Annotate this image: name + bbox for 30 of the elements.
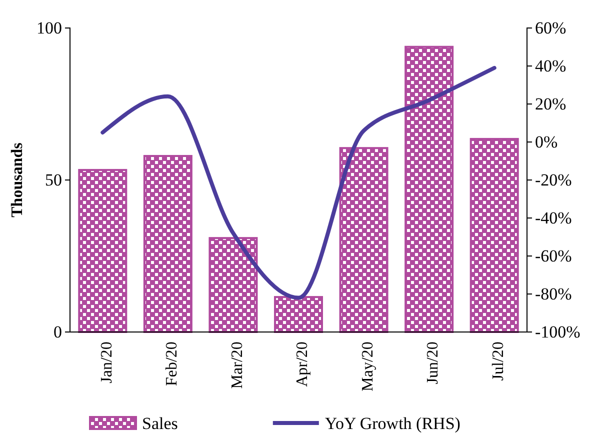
y-axis-title: Thousands [9, 142, 26, 218]
x-tick-label: Jan/20 [98, 342, 116, 384]
x-tick-label: Jun/20 [424, 342, 442, 384]
bar [404, 46, 454, 333]
bar [143, 154, 192, 333]
x-tick-label: Feb/20 [164, 342, 181, 386]
y2-tick-label: 40% [535, 56, 566, 76]
y2-tick-label: 20% [535, 94, 566, 114]
x-tick-label: Mar/20 [228, 342, 246, 389]
y2-tick-label: -100% [535, 322, 580, 342]
bar [339, 147, 388, 333]
y2-tick-label: -60% [535, 246, 572, 266]
y2-tick-label: -20% [535, 170, 572, 190]
y-tick-label: 0 [54, 322, 62, 342]
bar [470, 138, 519, 333]
line-series [100, 66, 496, 300]
bar [78, 168, 128, 333]
y2-tick-label: -40% [535, 208, 572, 228]
x-tick-label: Jul/20 [490, 342, 507, 381]
y2-tick-label: 60% [535, 18, 566, 38]
bar [208, 237, 258, 333]
x-tick-label: Apr/20 [294, 342, 312, 387]
legend-label: Sales [142, 414, 178, 433]
y-tick-label: 50 [45, 170, 62, 190]
x-tick-label: May/20 [359, 342, 376, 392]
legend-label: YoY Growth (RHS) [324, 414, 460, 433]
y2-tick-label: 0% [535, 132, 558, 152]
y2-tick-label: -80% [535, 284, 572, 304]
y-tick-label: 100 [36, 18, 62, 38]
bar [274, 296, 324, 333]
